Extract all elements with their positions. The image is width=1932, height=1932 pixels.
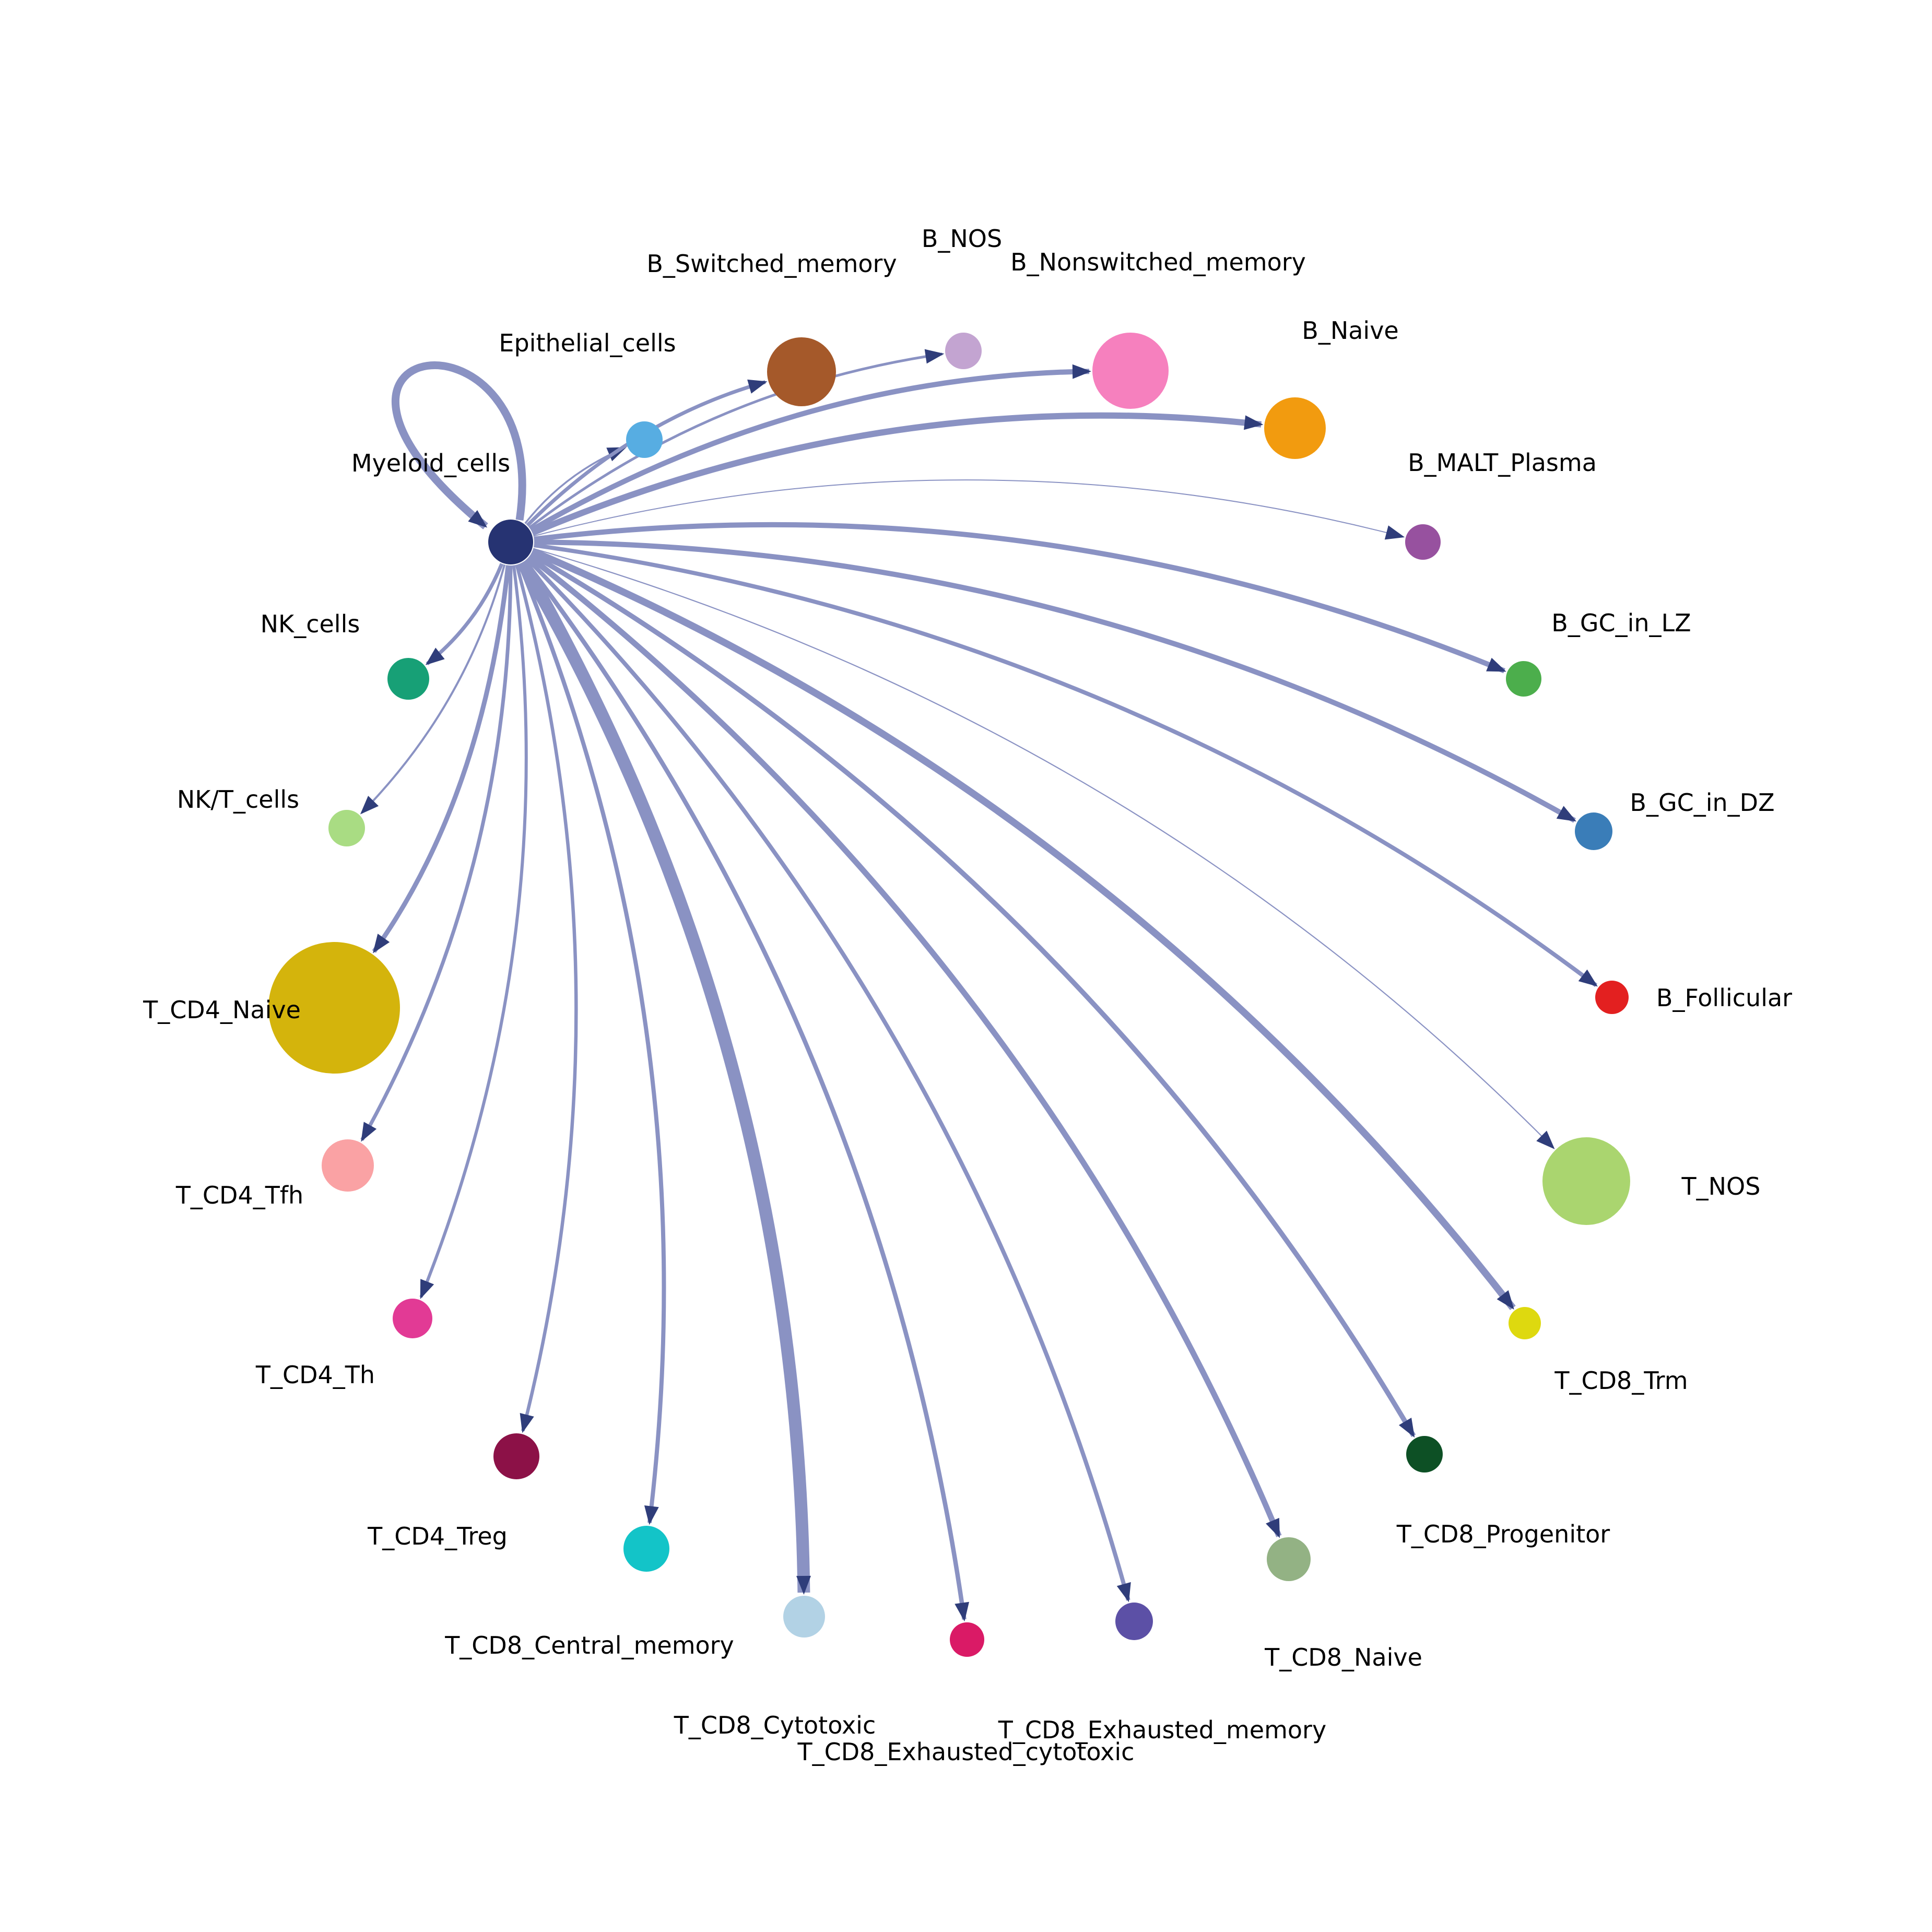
label-myeloid-cells: Myeloid_cells [351, 449, 510, 477]
node-b-naive [1264, 397, 1326, 459]
node-nk-t-cells [328, 810, 365, 846]
node-t-nos [1542, 1137, 1630, 1225]
label-t-cd8-exhausted-cytotoxic: T_CD8_Exhausted_cytotoxic [797, 1738, 1135, 1766]
edge-myeloid-cells-to-myeloid-cells [392, 361, 526, 529]
label-b-gc-in-lz: B_GC_in_LZ [1551, 609, 1691, 637]
nodes-layer [268, 333, 1630, 1657]
label-t-cd4-treg: T_CD4_Treg [367, 1522, 508, 1550]
edge-myeloid-cells-to-b-gc-in-lz [534, 522, 1506, 674]
node-b-malt-plasma [1405, 524, 1441, 560]
label-nk-cells: NK_cells [261, 610, 360, 638]
edge-myeloid-cells-to-t-cd8-naive [527, 554, 1282, 1538]
label-b-nonswitched-memory: B_Nonswitched_memory [1010, 248, 1306, 276]
label-t-cd8-naive: T_CD8_Naive [1264, 1643, 1422, 1671]
node-myeloid-cells [488, 520, 533, 564]
node-t-cd4-naive [268, 942, 400, 1074]
edge-myeloid-cells-to-t-cd8-progenitor [529, 551, 1416, 1438]
label-t-cd8-cytotoxic: T_CD8_Cytotoxic [674, 1711, 876, 1739]
node-b-gc-in-lz [1506, 661, 1541, 697]
edge-myeloid-cells-to-nk-cells [425, 563, 504, 666]
label-t-cd8-central-memory: T_CD8_Central_memory [444, 1631, 734, 1659]
edge-myeloid-cells-to-t-cd8-exhausted-memory [525, 557, 1131, 1603]
label-b-gc-in-dz: B_GC_in_DZ [1630, 788, 1774, 817]
label-t-cd4-tfh: T_CD4_Tfh [175, 1181, 303, 1209]
node-b-nonswitched-memory [1092, 333, 1169, 409]
edge-myeloid-cells-to-t-cd8-trm [531, 548, 1516, 1310]
node-t-cd4-th [393, 1299, 432, 1338]
node-t-cd8-exhausted-cytotoxic [950, 1622, 984, 1657]
node-b-switched-memory [767, 337, 836, 406]
edge-myeloid-cells-to-t-cd8-cytotoxic [516, 559, 811, 1595]
edge-myeloid-cells-to-t-cd4-treg [515, 564, 578, 1433]
node-b-nos [945, 333, 982, 369]
label-t-cd8-exhausted-memory: T_CD8_Exhausted_memory [998, 1716, 1326, 1744]
node-b-gc-in-dz [1575, 812, 1612, 850]
node-epithelial-cells [626, 421, 663, 458]
edge-myeloid-cells-to-t-cd4-tfh [360, 565, 513, 1142]
node-t-cd8-cytotoxic [783, 1596, 825, 1638]
label-b-malt-plasma: B_MALT_Plasma [1408, 449, 1597, 477]
label-nk-t-cells: NK/T_cells [177, 785, 299, 814]
label-b-nos: B_NOS [922, 225, 1002, 253]
edge-myeloid-cells-to-b-gc-in-dz [534, 539, 1576, 823]
node-nk-cells [387, 658, 429, 700]
node-t-cd4-tfh [322, 1139, 374, 1192]
edge-myeloid-cells-to-t-cd4-naive [372, 565, 511, 953]
label-b-follicular: B_Follicular [1656, 984, 1792, 1012]
edge-myeloid-cells-to-t-nos [533, 548, 1555, 1149]
label-t-cd4-th: T_CD4_Th [255, 1361, 375, 1389]
edge-myeloid-cells-to-t-cd8-central-memory [517, 563, 666, 1525]
edge-myeloid-cells-to-b-naive [531, 412, 1264, 536]
node-t-cd8-progenitor [1406, 1436, 1443, 1472]
label-b-naive: B_Naive [1302, 316, 1398, 345]
edges-layer [360, 349, 1598, 1622]
label-t-cd4-naive: T_CD4_Naive [143, 996, 301, 1024]
edge-myeloid-cells-to-b-follicular [534, 543, 1598, 987]
edge-myeloid-cells-to-t-cd8-exhausted-cytotoxic [523, 559, 970, 1622]
node-t-cd8-trm [1509, 1307, 1541, 1339]
edge-myeloid-cells-to-b-malt-plasma [533, 479, 1405, 540]
label-t-nos: T_NOS [1681, 1172, 1761, 1200]
node-t-cd8-naive [1267, 1537, 1311, 1581]
edge-myeloid-cells-to-b-nos [528, 349, 945, 529]
edge-myeloid-cells-to-nk-t-cells [360, 564, 506, 815]
node-b-follicular [1595, 981, 1629, 1014]
labels-layer: Myeloid_cells Epithelial_cells B_Switched_… [143, 225, 1792, 1766]
label-b-switched-memory: B_Switched_memory [646, 250, 897, 278]
node-t-cd8-exhausted-memory [1115, 1603, 1153, 1640]
edge-myeloid-cells-to-b-nonswitched-memory [529, 364, 1091, 533]
node-t-cd8-central-memory [623, 1526, 669, 1572]
label-epithelial-cells: Epithelial_cells [499, 329, 676, 357]
node-t-cd4-treg [493, 1433, 539, 1479]
label-t-cd8-progenitor: T_CD8_Progenitor [1396, 1520, 1610, 1548]
label-t-cd8-trm: T_CD8_Trm [1554, 1366, 1688, 1395]
edge-myeloid-cells-to-t-cd4-th [419, 565, 528, 1299]
